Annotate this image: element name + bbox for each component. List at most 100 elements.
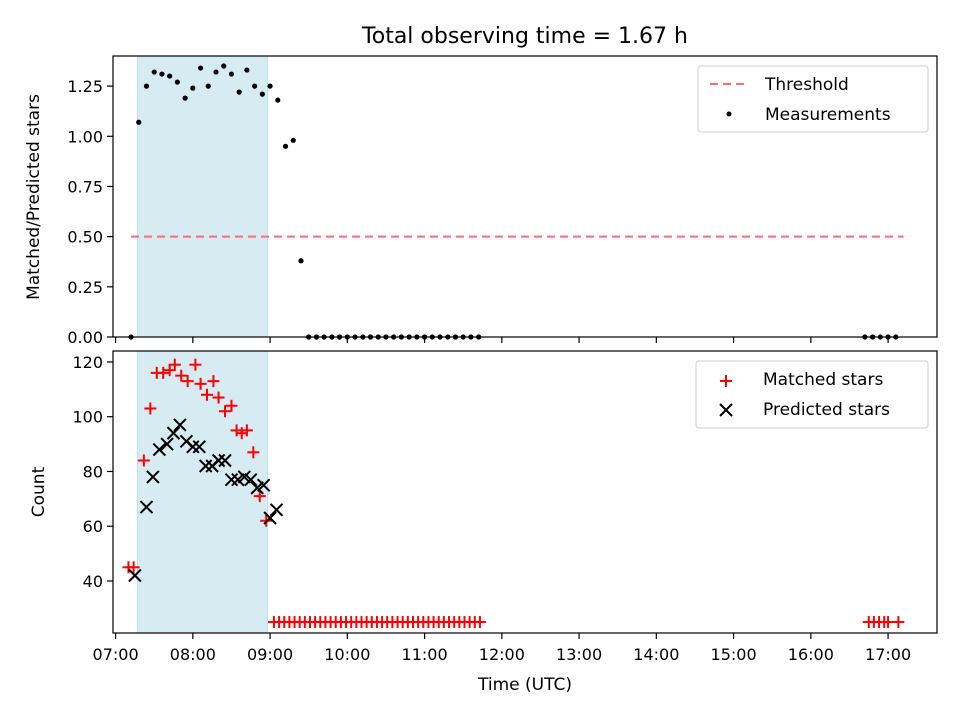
measurement-point	[228, 71, 235, 77]
predicted-star-point	[263, 511, 277, 525]
legend-matched-swatch	[720, 375, 732, 387]
count-y-axis-label: Count	[29, 466, 49, 517]
measurement-point	[167, 73, 173, 79]
count-y-tick-label: 100	[72, 408, 103, 427]
ratio-panel: 0.00 0.25 0.50 0.75 1.00 1.25 Matched/Predict…	[24, 55, 938, 347]
legend-measurements-swatch	[726, 111, 732, 117]
legend-threshold-label: Threshold	[764, 75, 849, 95]
matched-star-point	[212, 391, 225, 404]
matched-star-point	[892, 616, 905, 629]
predicted-star-point	[211, 453, 226, 468]
matched-star-point	[157, 366, 170, 379]
count-y-tick-label: 60	[83, 517, 103, 536]
matched-star-point	[882, 616, 895, 629]
x-tick-label: 16:00	[788, 645, 834, 664]
matched-star-point	[235, 427, 248, 440]
matched-star-point	[194, 377, 207, 390]
predicted-star-point	[186, 440, 200, 454]
ratio-shaded-interval	[136, 55, 268, 338]
measurement-point	[197, 65, 204, 71]
predicted-star-point	[224, 472, 239, 487]
ratio-y-tick-label: 0.50	[67, 228, 103, 247]
measurement-point	[174, 79, 180, 85]
matched-star-point	[225, 399, 238, 412]
measurement-point	[182, 95, 188, 101]
matched-star-point	[189, 358, 202, 371]
ratio-y-tick-label: 0.25	[67, 278, 103, 297]
measurement-point	[275, 97, 281, 103]
legend-measurements-label: Measurements	[765, 105, 891, 125]
measurement-point	[143, 83, 150, 89]
ratio-y-axis-label: Matched/Predicted stars	[24, 94, 44, 300]
measurement-point	[252, 83, 258, 89]
matched-star-point	[168, 358, 181, 371]
x-tick-label: 17:00	[865, 645, 911, 664]
count-y-tick-label: 120	[72, 353, 103, 372]
predicted-star-point	[160, 437, 174, 451]
measurement-point	[190, 85, 196, 91]
x-tick-label: 11:00	[402, 645, 448, 664]
matched-star-point	[230, 424, 243, 437]
measurement-point	[290, 137, 296, 143]
ratio-y-tick-label: 0.00	[67, 328, 103, 347]
count-legend: Matched stars Predicted stars	[695, 360, 929, 429]
ratio-y-tick-label: 1.25	[67, 77, 103, 96]
count-legend-box	[695, 360, 929, 429]
matched-star-point	[163, 364, 176, 377]
predicted-star-point	[146, 470, 160, 484]
x-tick-label: 07:00	[93, 645, 139, 664]
x-tick-label: 12:00	[479, 645, 525, 664]
count-shaded-interval	[136, 350, 268, 634]
measurement-point	[221, 63, 227, 69]
x-tick-label: 14:00	[633, 645, 679, 664]
measurement-point	[267, 83, 273, 89]
measurement-point	[151, 69, 157, 75]
matched-star-point	[219, 405, 232, 418]
predicted-star-point	[198, 459, 213, 473]
measurement-point	[259, 91, 265, 97]
count-axes-frame	[112, 350, 938, 634]
predicted-star-point	[173, 418, 187, 432]
matched-star-point	[473, 616, 486, 629]
predicted-star-point	[256, 478, 271, 492]
ratio-legend: Threshold Measurements	[697, 65, 929, 133]
matched-star-point	[200, 388, 213, 401]
matched-star-point	[240, 424, 253, 437]
predicted-star-point	[269, 503, 284, 517]
predicted-star-point	[139, 500, 154, 514]
x-tick-label: 13:00	[556, 645, 602, 664]
x-tick-label: 15:00	[711, 645, 757, 664]
measurement-point	[282, 143, 289, 149]
matched-star-point	[127, 561, 140, 574]
matched-star-point	[175, 369, 188, 382]
matched-star-point	[207, 375, 220, 388]
ratio-axes-frame	[112, 55, 938, 338]
measurement-point	[136, 119, 142, 125]
matched-star-point	[253, 490, 266, 503]
predicted-star-point	[218, 453, 232, 468]
matched-star-point	[181, 375, 194, 388]
ratio-y-tick-label: 1.00	[67, 127, 103, 146]
x-tick-label: 10:00	[324, 645, 370, 664]
measurement-point	[205, 83, 211, 89]
measurement-point	[236, 89, 242, 95]
count-y-tick-label: 80	[83, 462, 103, 481]
ratio-y-tick-label: 0.75	[67, 177, 103, 196]
legend-predicted-label: Predicted stars	[763, 400, 890, 420]
x-axis-label: Time (UTC)	[477, 675, 572, 695]
predicted-star-point	[166, 426, 181, 440]
measurement-point	[213, 69, 219, 75]
count-panel: 40 60 80 100 120 07:00 08:00 09:00 10:00 11:00 12…	[29, 350, 938, 695]
matched-star-point	[137, 454, 150, 467]
matched-star-point	[144, 402, 157, 415]
measurement-point	[298, 258, 304, 264]
predicted-star-point	[128, 568, 142, 583]
x-tick-label: 08:00	[170, 645, 216, 664]
legend-predicted-swatch	[719, 403, 733, 417]
chart-title: Total observing time = 1.67 h	[361, 24, 688, 49]
measurement-point	[244, 67, 250, 73]
measurement-point	[159, 71, 165, 77]
count-y-tick-label: 40	[83, 572, 103, 591]
x-tick-label: 09:00	[247, 645, 293, 664]
